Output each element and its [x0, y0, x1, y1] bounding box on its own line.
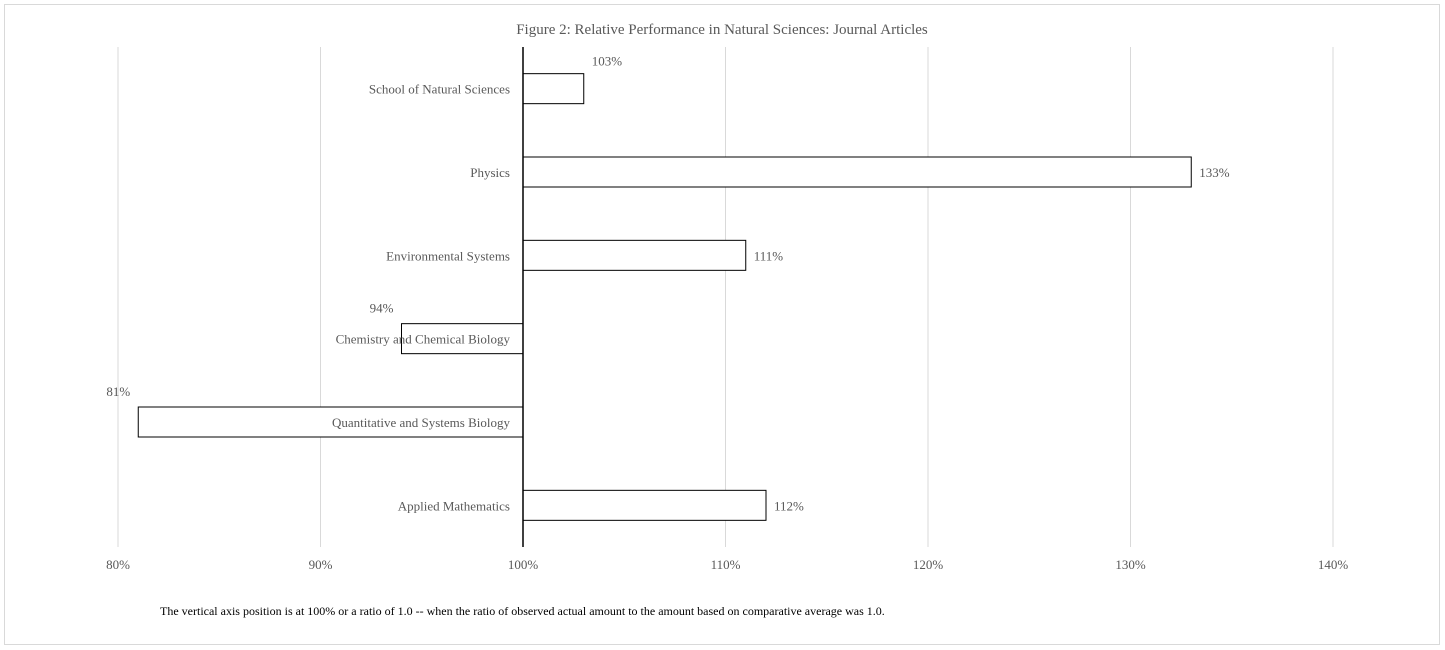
value-label: 112% [774, 498, 804, 513]
bars [137, 73, 1192, 521]
x-tick-label: 120% [913, 557, 944, 572]
chart-footnote: The vertical axis position is at 100% or… [160, 604, 885, 618]
chart-title: Figure 2: Relative Performance in Natura… [516, 22, 928, 38]
x-tick-label: 110% [711, 557, 741, 572]
value-label: 103% [592, 54, 623, 69]
category-label: School of Natural Sciences [369, 82, 510, 97]
x-tick-label: 80% [106, 557, 130, 572]
category-label: Applied Mathematics [398, 498, 510, 513]
value-label: 133% [1199, 165, 1230, 180]
category-label: Environmental Systems [386, 248, 510, 263]
category-label: Quantitative and Systems Biology [332, 415, 511, 430]
bar [522, 239, 747, 271]
labels: 80% 90% 100% 110% 120% 130% 140% School of Natu… [106, 54, 1348, 572]
value-label: 81% [106, 384, 130, 399]
x-tick-label: 90% [309, 557, 333, 572]
chart-frame [4, 4, 1440, 645]
category-label: Chemistry and Chemical Biology [336, 332, 511, 347]
bar [522, 156, 1192, 188]
x-tick-label: 100% [508, 557, 539, 572]
x-tick-label: 140% [1318, 557, 1349, 572]
x-tick-label: 130% [1115, 557, 1146, 572]
gridlines [117, 47, 1334, 547]
category-label: Physics [470, 165, 510, 180]
value-label: 111% [754, 248, 784, 263]
bar [522, 489, 767, 521]
bar [522, 73, 585, 105]
value-label: 94% [370, 301, 394, 316]
